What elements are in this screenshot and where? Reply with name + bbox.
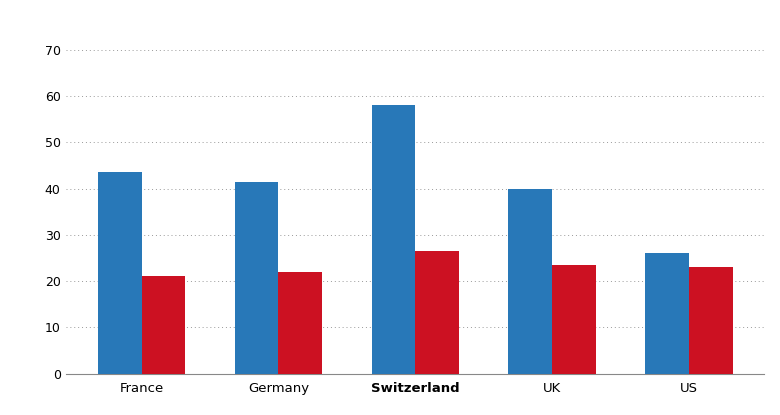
Bar (98, 172, 142, 374)
Bar (509, 188, 552, 374)
Bar (689, 267, 733, 374)
Bar (552, 265, 596, 374)
Bar (371, 105, 415, 374)
Bar (142, 276, 186, 374)
Bar (278, 272, 322, 374)
Bar (415, 251, 459, 374)
Bar (645, 253, 689, 374)
Bar (235, 182, 278, 374)
